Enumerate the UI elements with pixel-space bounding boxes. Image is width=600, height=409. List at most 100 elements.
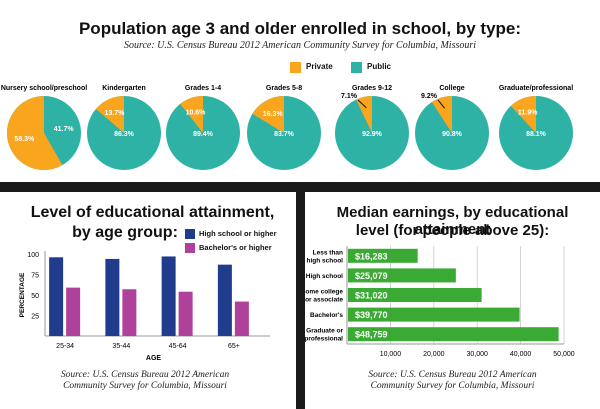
earnings-bar bbox=[348, 288, 482, 302]
pie-label-leader bbox=[437, 99, 445, 109]
bar-bachelors bbox=[122, 289, 137, 336]
pie-title: Grades 5-8 bbox=[266, 85, 302, 92]
bar-highschool bbox=[161, 256, 176, 336]
pie-label-private: 11.9% bbox=[518, 110, 538, 117]
pie-slice-private bbox=[95, 96, 124, 133]
pie-label-public: 92.9% bbox=[362, 131, 383, 138]
pie-label-public: 41.7% bbox=[54, 126, 75, 133]
x-tick-label: 20,000 bbox=[423, 351, 445, 358]
legend-swatch-highschool bbox=[185, 229, 195, 239]
earnings-category-label: Some college bbox=[305, 289, 343, 296]
pie-slice-private bbox=[510, 96, 536, 133]
legend-label-bachelors: Bachelor's or higher bbox=[199, 243, 272, 252]
pie-title: College bbox=[439, 85, 464, 92]
pie-1: Nursery school/preschool 41.7% 58.3% bbox=[1, 85, 87, 170]
legend-label-private: Private bbox=[306, 62, 333, 71]
legend-label-highschool: High school or higher bbox=[199, 229, 277, 238]
earnings-title-line2: level (for people above 25): bbox=[355, 222, 550, 239]
y-tick-label: 100 bbox=[27, 252, 39, 259]
pie-slice-private bbox=[6, 96, 63, 170]
pie-slice-private bbox=[180, 96, 203, 133]
attainment-source-line2: Community Survey for Columbia, Missouri bbox=[63, 381, 227, 391]
earnings-category-label: Graduate or bbox=[306, 328, 343, 335]
pie-label-private: 10.6% bbox=[186, 109, 207, 116]
x-axis-title: AGE bbox=[146, 355, 162, 362]
pie-label-public: 90.8% bbox=[442, 131, 463, 138]
pie-label-private: 7.1% bbox=[341, 93, 358, 100]
pie-title: Kindergarten bbox=[102, 85, 146, 92]
pie-slice-private bbox=[431, 96, 452, 133]
legend-swatch-private bbox=[290, 62, 301, 73]
pie-title: Grades 1-4 bbox=[185, 85, 221, 92]
pie-6: College 90.8% 9.2% bbox=[415, 85, 489, 170]
pie-label-public: 89.4% bbox=[193, 131, 214, 138]
earnings-category-label: Less than bbox=[313, 249, 343, 256]
vertical-divider bbox=[296, 182, 305, 409]
earnings-category-label: Bachelor's bbox=[310, 312, 343, 319]
attainment-title-line1: Level of educational attainment, bbox=[30, 204, 275, 221]
x-tick-label: 30,000 bbox=[466, 351, 488, 358]
bar-bachelors bbox=[178, 291, 193, 336]
pie-label-private: 58.3% bbox=[14, 136, 35, 143]
earnings-title-line1: Median earnings, by educational attainme… bbox=[336, 204, 569, 238]
y-tick-label: 25 bbox=[31, 314, 39, 321]
legend-swatch-bachelors bbox=[185, 243, 195, 253]
legend-swatch-public bbox=[351, 62, 362, 73]
attainment-source-line1: Source: U.S. Census Bureau 2012 American bbox=[60, 370, 230, 380]
y-tick-label: 75 bbox=[31, 273, 39, 280]
earnings-category-label: High school bbox=[306, 273, 343, 280]
earnings-source-line1: Source: U.S. Census Bureau 2012 American bbox=[368, 370, 537, 380]
earnings-bar bbox=[348, 327, 559, 342]
earnings-source-line2: Community Survey for Columbia, Missouri bbox=[370, 381, 535, 391]
pie-section-source: Source: U.S. Census Bureau 2012 American… bbox=[123, 40, 477, 51]
attainment-title-line2: by age group: bbox=[72, 224, 178, 241]
pie-slice-private bbox=[356, 96, 372, 133]
earnings-category-label: or associate bbox=[305, 297, 343, 304]
earnings-bar bbox=[348, 268, 456, 283]
bar-highschool bbox=[105, 258, 120, 336]
y-axis-title: PERCENTAGE bbox=[19, 272, 26, 317]
x-tick-label: 45-64 bbox=[169, 343, 187, 350]
bar-bachelors bbox=[66, 287, 81, 336]
pie-title: Graduate/professional bbox=[499, 85, 573, 92]
earnings-bar-chart: 10,000 20,000 30,000 40,000 50,000 $16,283 Les… bbox=[305, 246, 575, 358]
pie-2: Kindergarten 86.3% 13.7% bbox=[87, 85, 161, 170]
pie-title: Grades 9-12 bbox=[352, 85, 392, 92]
bar-highschool bbox=[217, 264, 232, 336]
earnings-value-label: $16,283 bbox=[355, 251, 388, 261]
pie-label-private: 13.7% bbox=[104, 110, 125, 117]
bar-highschool bbox=[49, 257, 64, 336]
legend-label-public: Public bbox=[367, 62, 392, 71]
pie-title: Nursery school/preschool bbox=[1, 85, 87, 92]
pie-slice-private bbox=[252, 96, 284, 133]
attainment-legend: High school or higher Bachelor's or high… bbox=[185, 228, 295, 260]
pie-4: Grades 5-8 83.7% 16.3% bbox=[247, 85, 321, 170]
x-tick-label: 65+ bbox=[228, 343, 240, 350]
earnings-bar bbox=[348, 248, 418, 263]
pie-label-private: 9.2% bbox=[421, 93, 438, 100]
pie-3: Grades 1-4 89.4% 10.6% bbox=[166, 85, 240, 170]
pie-label-private: 16.3% bbox=[263, 111, 284, 118]
earnings-value-label: $31,020 bbox=[355, 291, 388, 301]
earnings-value-label: $39,770 bbox=[355, 310, 388, 320]
pie-label-public: 83.7% bbox=[274, 131, 295, 138]
pie-section-title: Population age 3 and older enrolled in s… bbox=[78, 19, 522, 38]
pie-5: Grades 9-12 92.9% 7.1% bbox=[335, 85, 409, 170]
x-tick-label: 25-34 bbox=[56, 343, 74, 350]
earnings-category-label: professional bbox=[305, 336, 343, 343]
pie-label-public: 86.3% bbox=[114, 131, 135, 138]
earnings-bar bbox=[348, 307, 520, 322]
attainment-bar-chart: 25 50 75 100 PERCENTAGE 25-34 35-44 45-64 65+ AGE bbox=[19, 251, 270, 362]
pie-legend: Private Public bbox=[290, 61, 420, 75]
x-tick-label: 35-44 bbox=[112, 343, 130, 350]
pie-charts: Nursery school/preschool 41.7% 58.3% Kinder… bbox=[1, 85, 573, 170]
earnings-value-label: $25,079 bbox=[355, 271, 388, 281]
x-tick-label: 10,000 bbox=[380, 351, 402, 358]
pie-7: Graduate/professional 88.1% 11.9% bbox=[499, 85, 573, 170]
earnings-category-label: high school bbox=[307, 257, 344, 264]
pie-label-leader bbox=[357, 99, 367, 109]
x-tick-label: 40,000 bbox=[510, 351, 532, 358]
earnings-value-label: $48,759 bbox=[355, 330, 388, 340]
x-tick-label: 50,000 bbox=[553, 351, 575, 358]
pie-label-public: 88.1% bbox=[526, 131, 547, 138]
